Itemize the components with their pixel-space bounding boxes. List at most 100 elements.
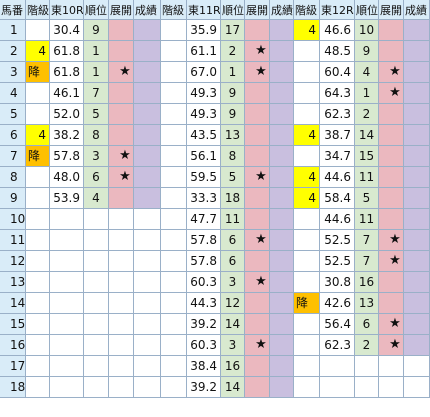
score-cell[interactable]: 34.7 [320,146,355,167]
score-cell[interactable]: 60.3 [187,335,221,356]
class-flag-cell[interactable] [161,356,187,377]
rank-cell[interactable]: 11 [221,209,245,230]
empty-cell[interactable] [84,314,109,335]
row-number[interactable]: 3 [0,62,26,83]
seiseki-cell[interactable] [404,167,430,188]
row-number[interactable]: 4 [0,83,26,104]
class-flag-cell[interactable] [294,104,320,125]
score-cell[interactable]: 38.7 [320,125,355,146]
seiseki-cell[interactable] [270,356,294,377]
class-flag-cell[interactable] [161,125,187,146]
rank-cell[interactable]: 7 [355,251,379,272]
score-cell[interactable]: 30.4 [50,20,84,41]
score-cell[interactable]: 56.1 [187,146,221,167]
rank-cell[interactable]: 13 [355,293,379,314]
class-flag-cell[interactable] [161,41,187,62]
score-cell[interactable]: 61.1 [187,41,221,62]
class-flag-cell[interactable] [294,335,320,356]
class-flag-cell[interactable] [161,251,187,272]
class-flag-cell[interactable] [26,167,50,188]
score-cell[interactable]: 60.3 [187,272,221,293]
row-number[interactable]: 11 [0,230,26,251]
seiseki-cell[interactable] [270,335,294,356]
class-flag-cell[interactable]: 降 [26,146,50,167]
score-cell[interactable]: 35.9 [187,20,221,41]
score-cell[interactable]: 52.0 [50,104,84,125]
score-cell[interactable]: 44.3 [187,293,221,314]
seiseki-cell[interactable] [404,335,430,356]
rank-cell[interactable]: 6 [355,314,379,335]
header-cell[interactable]: 順位 [221,0,245,20]
rank-cell[interactable]: 3 [221,335,245,356]
score-cell[interactable]: 57.8 [187,230,221,251]
rank-cell[interactable]: 11 [355,209,379,230]
class-flag-cell[interactable] [161,377,187,398]
empty-cell[interactable] [134,314,161,335]
class-flag-cell[interactable]: 4 [294,125,320,146]
empty-cell[interactable] [84,272,109,293]
tenkai-cell[interactable]: ★ [109,146,134,167]
rank-cell[interactable]: 2 [221,41,245,62]
empty-cell[interactable] [26,209,50,230]
score-cell[interactable]: 60.4 [320,62,355,83]
empty-cell[interactable] [26,335,50,356]
class-flag-cell[interactable]: 降 [26,62,50,83]
score-cell[interactable]: 38.2 [50,125,84,146]
empty-cell[interactable] [26,377,50,398]
empty-cell[interactable] [404,356,430,377]
rank-cell[interactable]: 1 [84,62,109,83]
rank-cell[interactable]: 1 [221,62,245,83]
seiseki-cell[interactable] [404,293,430,314]
seiseki-cell[interactable] [134,125,161,146]
seiseki-cell[interactable] [134,167,161,188]
seiseki-cell[interactable] [404,146,430,167]
tenkai-cell[interactable]: ★ [379,62,404,83]
empty-cell[interactable] [50,272,84,293]
rank-cell[interactable]: 12 [221,293,245,314]
seiseki-cell[interactable] [134,146,161,167]
rank-cell[interactable]: 7 [355,230,379,251]
empty-cell[interactable] [379,356,404,377]
tenkai-cell[interactable]: ★ [379,335,404,356]
score-cell[interactable]: 62.3 [320,335,355,356]
rank-cell[interactable]: 4 [355,62,379,83]
seiseki-cell[interactable] [270,188,294,209]
row-number[interactable]: 10 [0,209,26,230]
seiseki-cell[interactable] [404,314,430,335]
seiseki-cell[interactable] [270,83,294,104]
score-cell[interactable]: 39.2 [187,377,221,398]
seiseki-cell[interactable] [404,209,430,230]
rank-cell[interactable]: 6 [221,251,245,272]
empty-cell[interactable] [379,377,404,398]
empty-cell[interactable] [26,251,50,272]
score-cell[interactable]: 49.3 [187,104,221,125]
tenkai-cell[interactable]: ★ [379,83,404,104]
class-flag-cell[interactable] [294,62,320,83]
seiseki-cell[interactable] [404,251,430,272]
empty-cell[interactable] [50,314,84,335]
score-cell[interactable]: 42.6 [320,293,355,314]
score-cell[interactable]: 64.3 [320,83,355,104]
tenkai-cell[interactable] [379,104,404,125]
rank-cell[interactable]: 8 [221,146,245,167]
header-cell[interactable]: 成績 [404,0,430,20]
rank-cell[interactable]: 6 [221,230,245,251]
class-flag-cell[interactable] [26,20,50,41]
class-flag-cell[interactable]: 4 [294,167,320,188]
rank-cell[interactable]: 2 [355,104,379,125]
class-flag-cell[interactable]: 4 [294,20,320,41]
rank-cell[interactable]: 7 [84,83,109,104]
tenkai-cell[interactable] [379,293,404,314]
score-cell[interactable]: 46.6 [320,20,355,41]
score-cell[interactable]: 57.8 [50,146,84,167]
tenkai-cell[interactable]: ★ [379,230,404,251]
empty-cell[interactable] [50,209,84,230]
class-flag-cell[interactable] [161,272,187,293]
empty-cell[interactable] [294,377,320,398]
class-flag-cell[interactable] [161,314,187,335]
tenkai-cell[interactable] [379,20,404,41]
row-number[interactable]: 2 [0,41,26,62]
rank-cell[interactable]: 2 [355,335,379,356]
rank-cell[interactable]: 5 [355,188,379,209]
row-number[interactable]: 16 [0,335,26,356]
